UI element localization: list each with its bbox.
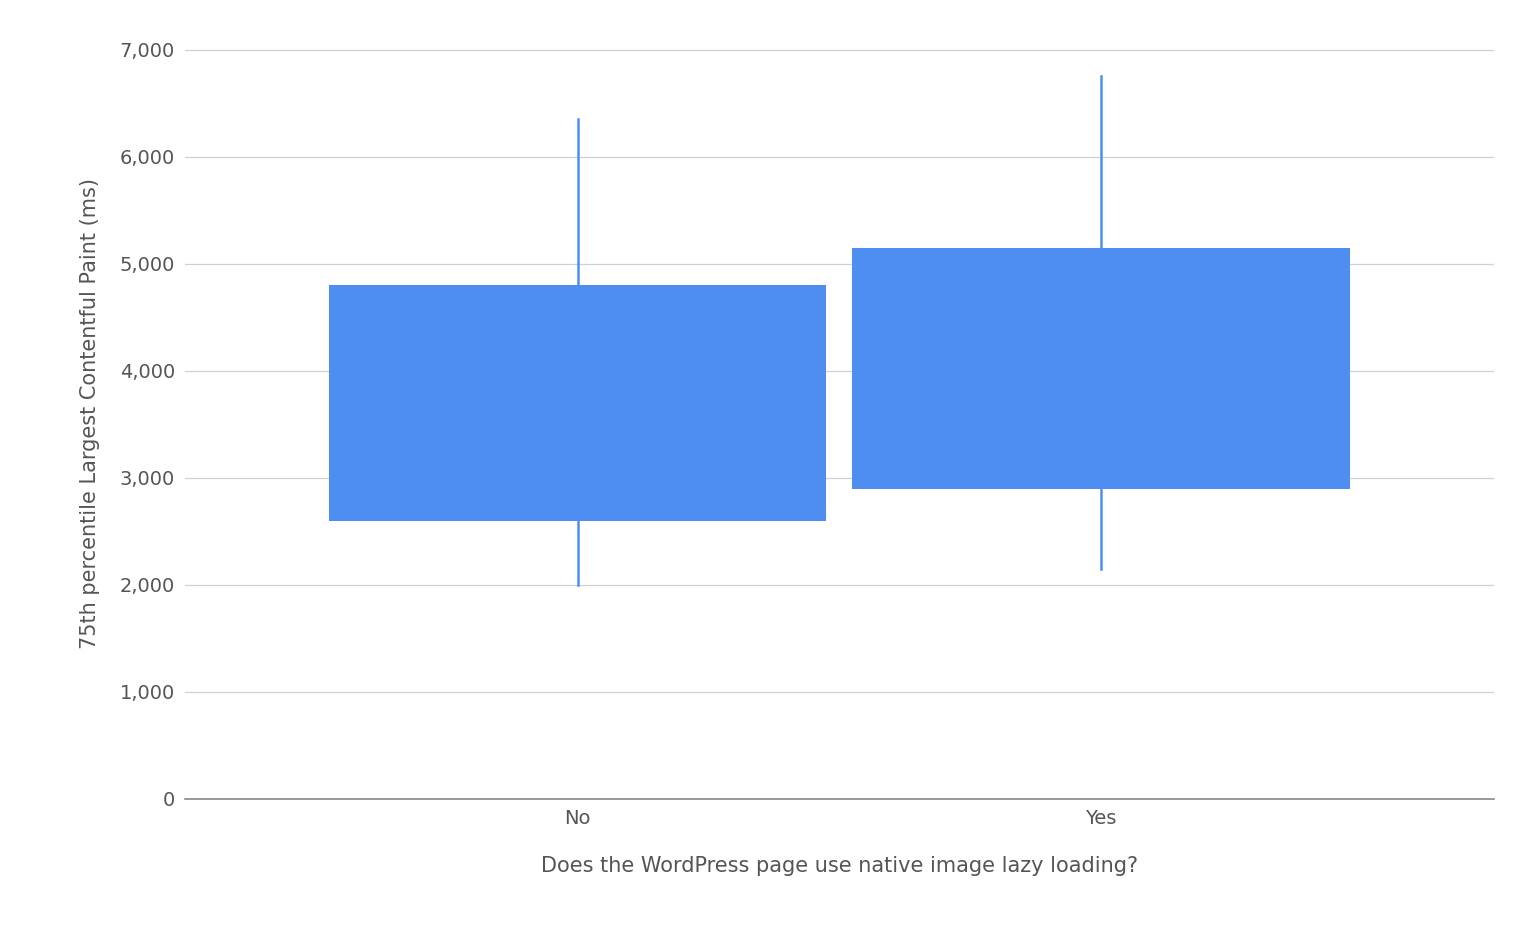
X-axis label: Does the WordPress page use native image lazy loading?: Does the WordPress page use native image… [541,855,1138,875]
Y-axis label: 75th percentile Largest Contentful Paint (ms): 75th percentile Largest Contentful Paint… [80,178,100,650]
Bar [853,247,1349,489]
Bar [328,285,825,521]
